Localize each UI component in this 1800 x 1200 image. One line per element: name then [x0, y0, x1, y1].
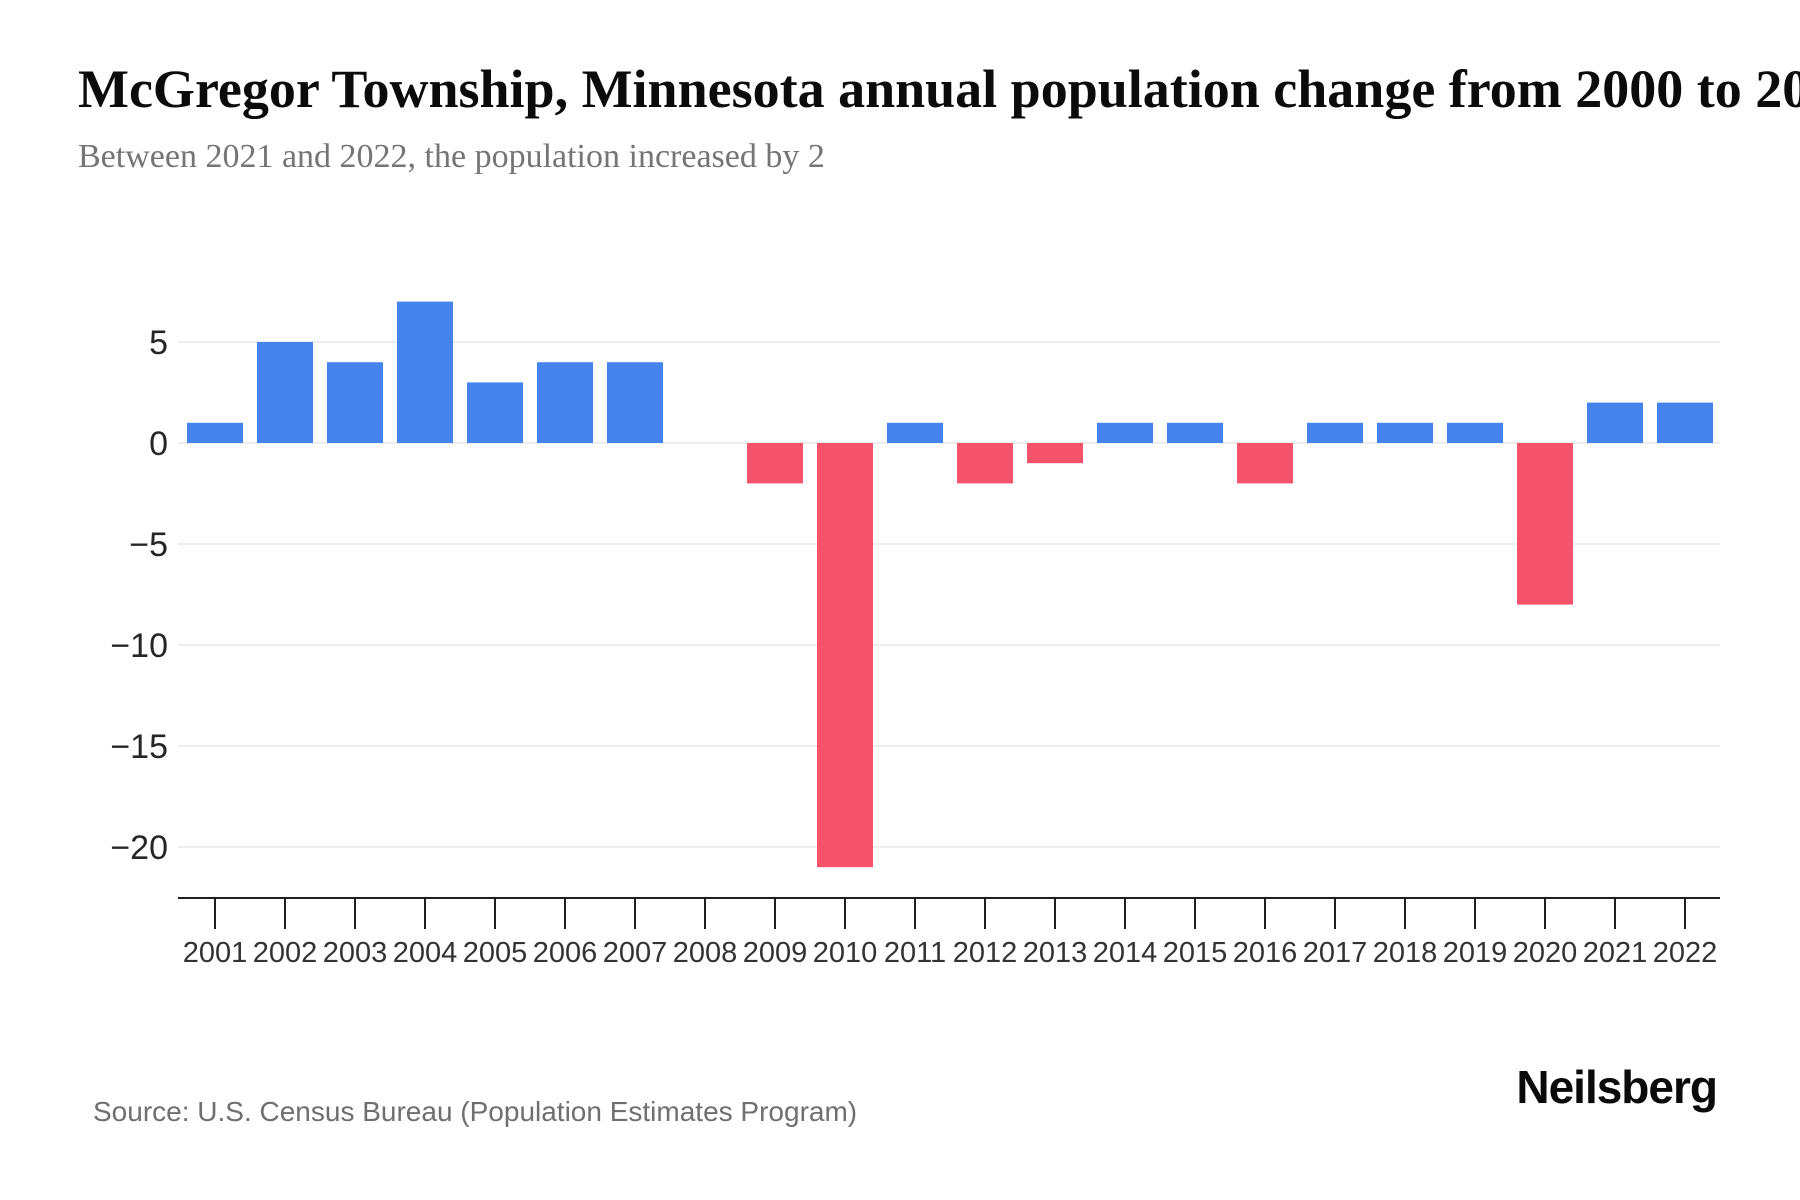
bar-2020: [1517, 443, 1573, 605]
bar-2018: [1377, 422, 1433, 443]
bar-2001: [187, 422, 243, 443]
bar-2011: [887, 422, 943, 443]
bar-2015: [1167, 422, 1223, 443]
x-axis-label-2004: 2004: [393, 937, 458, 969]
x-tick-2008: [704, 899, 706, 929]
bar-2004: [397, 301, 453, 443]
x-axis-label-2001: 2001: [183, 937, 248, 969]
x-axis-label-2017: 2017: [1303, 937, 1368, 969]
x-tick-2014: [1124, 899, 1126, 929]
x-tick-2013: [1054, 899, 1056, 929]
bar-2017: [1307, 422, 1363, 443]
y-axis-label--15: −15: [110, 728, 168, 766]
bar-2013: [1027, 443, 1083, 464]
bar-2021: [1587, 402, 1643, 443]
bar-2005: [467, 382, 523, 443]
neilsberg-logo: Neilsberg: [1516, 1061, 1718, 1113]
x-axis-label-2019: 2019: [1443, 937, 1508, 969]
x-axis-label-2013: 2013: [1023, 937, 1088, 969]
bar-2002: [257, 342, 313, 443]
y-axis-label--5: −5: [129, 526, 168, 564]
x-tick-2002: [284, 899, 286, 929]
source-note: Source: U.S. Census Bureau (Population E…: [93, 1096, 858, 1127]
x-axis-label-2003: 2003: [323, 937, 388, 969]
x-axis-label-2006: 2006: [533, 937, 598, 969]
bar-2007: [607, 362, 663, 443]
x-axis-label-2014: 2014: [1093, 937, 1158, 969]
chart-subtitle: Between 2021 and 2022, the population in…: [78, 138, 825, 175]
x-axis-label-2009: 2009: [743, 937, 808, 969]
bar-2010: [817, 443, 873, 868]
x-tick-2010: [844, 899, 846, 929]
y-axis-label--20: −20: [110, 829, 168, 867]
bar-2003: [327, 362, 383, 443]
x-tick-2009: [774, 899, 776, 929]
bar-2016: [1237, 443, 1293, 484]
y-axis-label-0: 0: [149, 425, 168, 463]
x-axis-label-2010: 2010: [813, 937, 878, 969]
y-axis-label-5: 5: [149, 324, 168, 362]
bar-2006: [537, 362, 593, 443]
x-tick-2017: [1334, 899, 1336, 929]
x-axis-label-2020: 2020: [1513, 937, 1578, 969]
bar-2012: [957, 443, 1013, 484]
x-axis-label-2002: 2002: [253, 937, 318, 969]
x-tick-2022: [1684, 899, 1686, 929]
x-axis-label-2011: 2011: [884, 937, 946, 969]
x-tick-2012: [984, 899, 986, 929]
x-tick-2011: [914, 899, 916, 929]
chart-title: McGregor Township, Minnesota annual popu…: [78, 59, 1800, 119]
bar-2009: [747, 443, 803, 484]
x-tick-2020: [1544, 899, 1546, 929]
x-axis-label-2012: 2012: [953, 937, 1018, 969]
x-tick-2015: [1194, 899, 1196, 929]
x-tick-2003: [354, 899, 356, 929]
x-axis-label-2005: 2005: [463, 937, 528, 969]
bar-2022: [1657, 402, 1713, 443]
x-axis-label-2022: 2022: [1653, 937, 1718, 969]
x-axis-label-2018: 2018: [1373, 937, 1438, 969]
x-axis-label-2016: 2016: [1233, 937, 1298, 969]
x-tick-2004: [424, 899, 426, 929]
x-axis-label-2008: 2008: [673, 937, 738, 969]
x-axis-label-2007: 2007: [603, 937, 668, 969]
x-tick-2001: [214, 899, 216, 929]
bar-2014: [1097, 422, 1153, 443]
x-tick-2018: [1404, 899, 1406, 929]
x-tick-2007: [634, 899, 636, 929]
x-tick-2006: [564, 899, 566, 929]
x-tick-2019: [1474, 899, 1476, 929]
x-axis-label-2015: 2015: [1163, 937, 1228, 969]
y-axis-label--10: −10: [110, 627, 168, 665]
bar-2019: [1447, 422, 1503, 443]
x-tick-2005: [494, 899, 496, 929]
x-tick-2016: [1264, 899, 1266, 929]
x-axis-label-2021: 2021: [1583, 937, 1648, 969]
x-tick-2021: [1614, 899, 1616, 929]
